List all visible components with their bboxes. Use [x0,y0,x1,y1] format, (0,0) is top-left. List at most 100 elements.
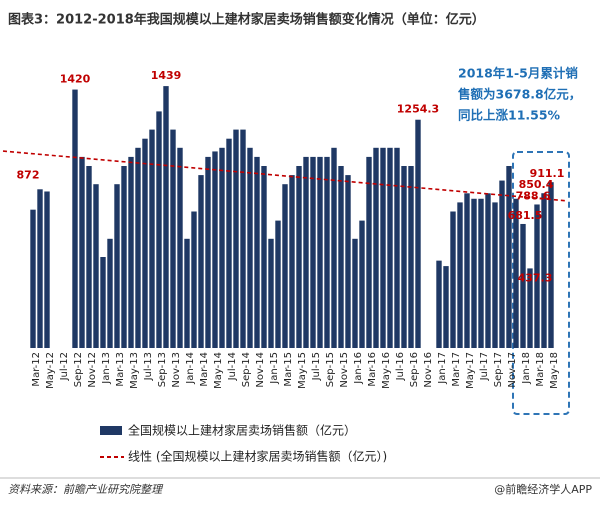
bar [520,223,526,348]
bar [303,156,309,348]
x-tick-label: Sep-17 [493,352,504,387]
value-label: 681.5 [508,209,543,222]
bar [275,220,281,348]
bar [492,202,498,348]
x-tick-label: Jul-13 [143,352,154,381]
bar [541,193,547,348]
bar [443,266,449,348]
x-tick-label: May-14 [213,352,224,389]
x-tick-label: Nov-15 [339,352,350,388]
trend-line [2,150,567,202]
bar [177,147,183,348]
bar [156,111,162,349]
bar [142,138,148,348]
bar [121,166,127,348]
x-tick-label: May-15 [297,352,308,389]
bar [226,138,232,348]
bar [345,175,351,348]
bar [331,147,337,348]
bar [170,129,176,348]
bar [135,147,141,348]
bar [240,129,246,348]
x-tick-label: Mar-13 [115,352,126,387]
brand: @前瞻经济学人APP [494,482,592,496]
bar [450,211,456,348]
x-tick-label: Mar-18 [535,352,546,387]
legend-label: 线性 (全国规模以上建材家居卖场销售额（亿元）) [128,449,387,464]
bar [534,204,540,348]
bar [436,260,442,348]
x-tick-label: Mar-16 [367,352,378,387]
x-tick-label: Jan-15 [269,352,280,385]
x-tick-label: May-13 [129,352,140,389]
bar [191,211,197,348]
bar [464,193,470,348]
bar [247,147,253,348]
value-label: 850.4 [519,178,554,191]
bar [548,182,554,348]
bar [163,86,169,349]
value-label: 872 [17,168,40,181]
bar [100,257,106,348]
x-tick-label: Mar-15 [283,352,294,387]
value-label: 1420 [60,73,91,86]
bar [79,156,85,348]
x-tick-label: Sep-12 [73,352,84,387]
bar [527,268,533,348]
bar [499,180,505,348]
bar [478,198,484,348]
value-label: 788.6 [516,189,551,202]
bar [107,238,113,348]
x-tick-label: May-16 [381,352,392,389]
bar [485,193,491,348]
bar [198,175,204,348]
bar [506,166,512,348]
bar [457,202,463,348]
bar [128,156,134,348]
bar [408,166,414,348]
annotation: 2018年1-5月累计销 [458,66,578,81]
bar [373,147,379,348]
bar [254,156,260,348]
x-tick-label: Jan-18 [521,352,532,385]
bar [401,166,407,348]
x-tick-label: Jan-13 [101,352,112,385]
bar [205,156,211,348]
bar [471,198,477,348]
bar [37,189,43,348]
bar [513,198,519,348]
bar [324,156,330,348]
legend-swatch [100,426,122,435]
x-tick-label: Nov-13 [171,352,182,388]
x-tick-label: Jul-16 [395,352,406,381]
bar [338,166,344,348]
bar [282,184,288,348]
x-tick-label: Nov-14 [255,352,266,388]
bar [114,184,120,348]
bar [317,156,323,348]
x-tick-label: Jul-12 [59,352,70,381]
value-label: 1439 [151,69,182,82]
x-tick-label: Mar-14 [199,352,210,387]
x-tick-label: Jul-17 [479,352,490,381]
bar [219,147,225,348]
x-tick-label: May-18 [549,352,560,389]
bar [387,147,393,348]
chart-title: 图表3：2012-2018年我国规模以上建材家居卖场销售额变化情况（单位：亿元） [8,12,485,28]
bar [296,166,302,348]
x-tick-label: Jan-16 [353,352,364,385]
bar [72,89,78,348]
x-tick-label: Jan-17 [437,352,448,385]
bar [268,238,274,348]
x-tick-label: May-12 [45,352,56,389]
value-label: 1254.3 [397,103,439,116]
x-tick-label: Sep-13 [157,352,168,387]
bar [30,209,36,348]
x-tick-label: Nov-17 [507,352,518,388]
bar [359,220,365,348]
bar [394,147,400,348]
x-tick-label: Jan-14 [185,352,196,385]
bar [86,166,92,348]
source: 资料来源：前瞻产业研究院整理 [8,483,164,496]
